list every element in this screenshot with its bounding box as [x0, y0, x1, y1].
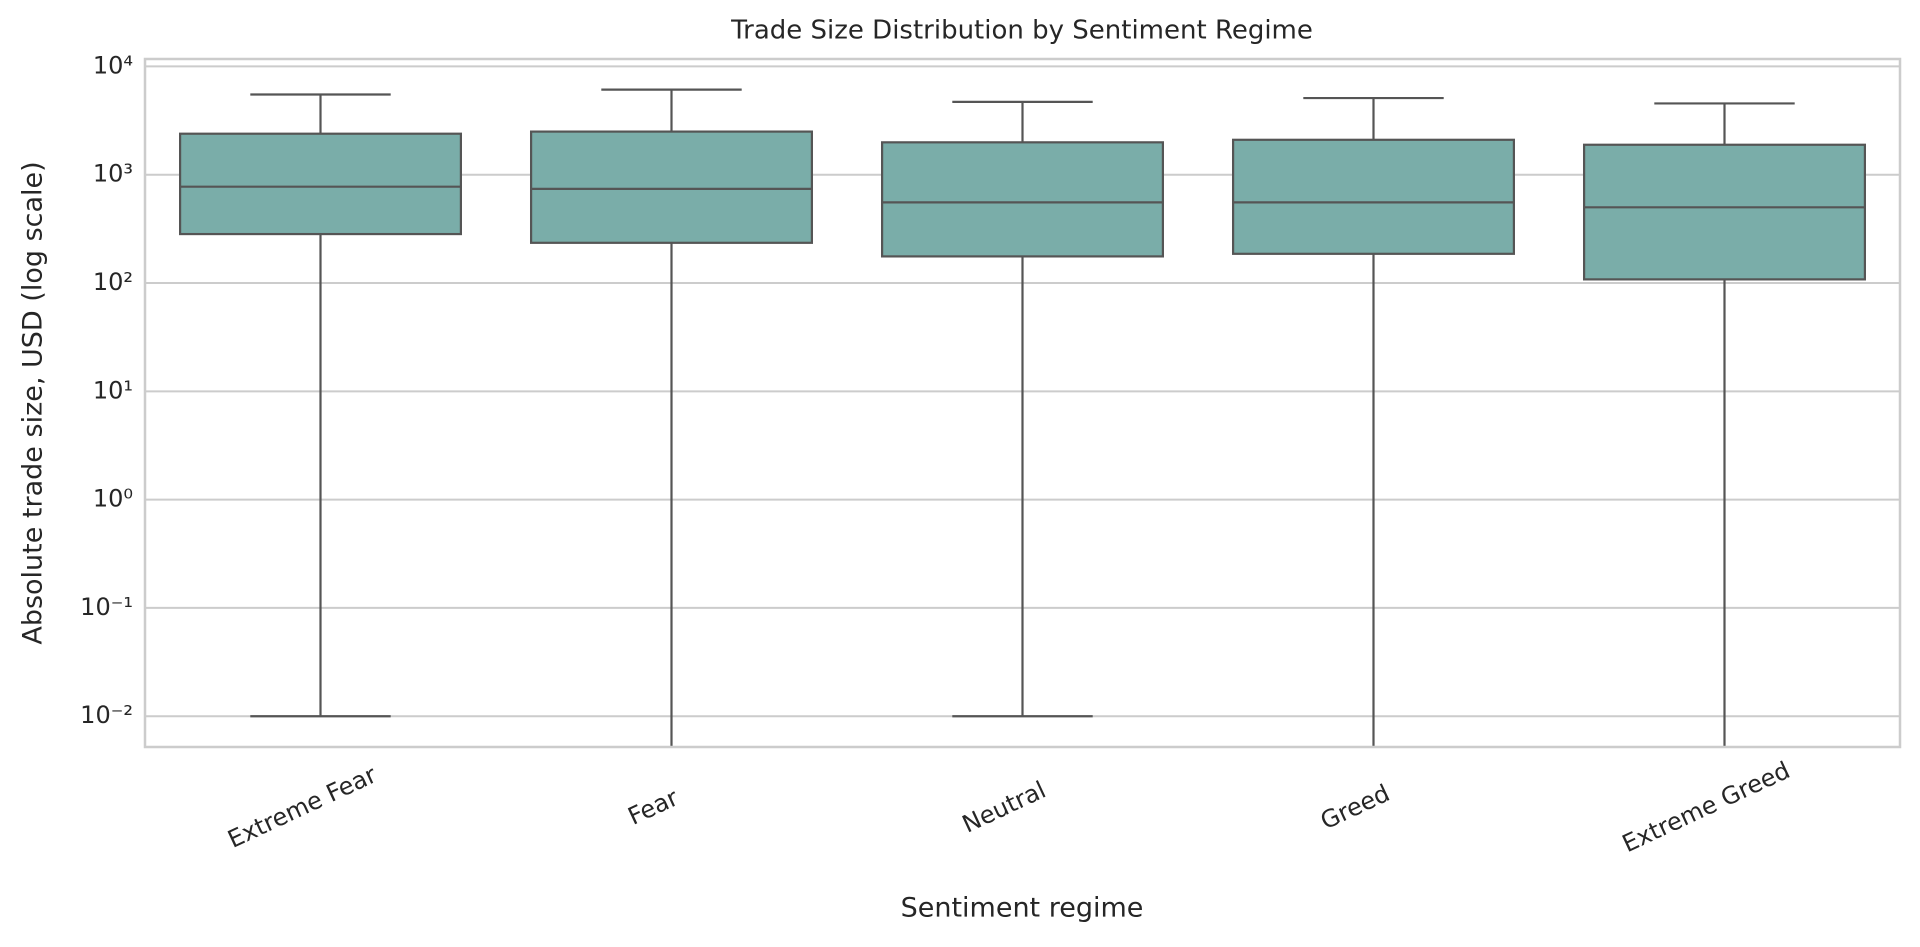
y-tick-label: 10⁻² — [80, 701, 133, 729]
plot-frame — [143, 57, 1902, 749]
box — [179, 132, 462, 236]
y-tick-label: 10¹ — [93, 376, 133, 404]
y-tick-label: 10⁴ — [93, 51, 133, 79]
y-tick-label: 10⁻¹ — [80, 593, 133, 621]
y-tick-label: 10⁰ — [93, 485, 133, 513]
chart-title: Trade Size Distribution by Sentiment Reg… — [730, 16, 1313, 46]
y-tick-label: 10³ — [93, 160, 133, 188]
x-tick-label: Extreme Fear — [223, 760, 380, 853]
x-tick-label: Greed — [1316, 779, 1394, 835]
plot-area — [179, 88, 1866, 747]
y-axis-label: Absolute trade size, USD (log scale) — [18, 161, 49, 644]
box — [1231, 138, 1515, 255]
box — [880, 141, 1164, 258]
x-tick-label: Neutral — [958, 776, 1050, 839]
box — [529, 130, 813, 244]
y-tick-label: 10² — [93, 268, 133, 296]
x-tick-label: Extreme Greed — [1618, 756, 1794, 858]
x-axis-label: Sentiment regime — [901, 893, 1144, 924]
box — [1582, 143, 1866, 281]
x-tick-label: Fear — [624, 783, 683, 830]
